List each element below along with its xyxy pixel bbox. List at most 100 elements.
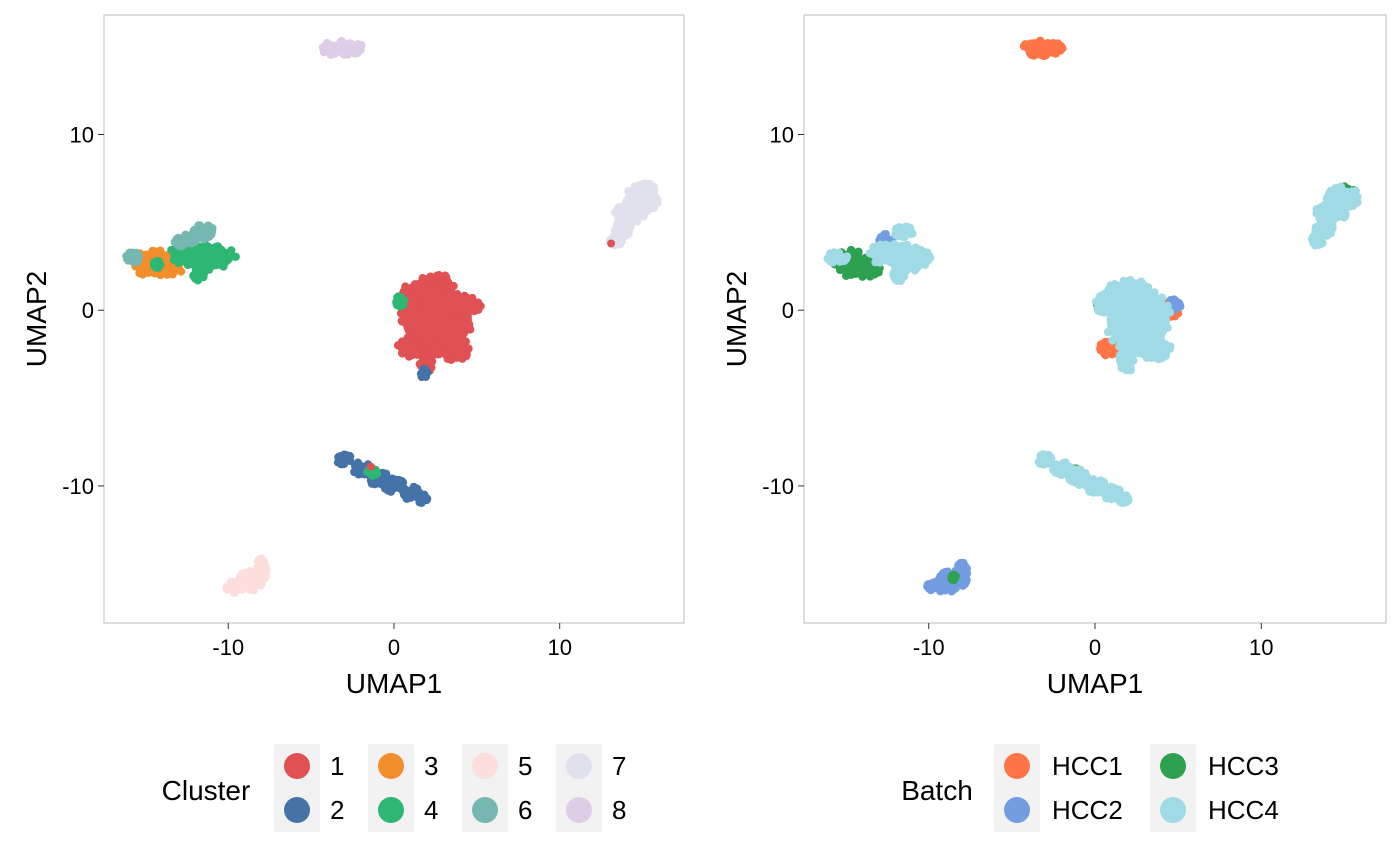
batch-data-point bbox=[1114, 495, 1123, 504]
batch-data-point bbox=[1312, 205, 1321, 214]
batch-data-point bbox=[1121, 278, 1130, 288]
cluster-series-8 bbox=[318, 36, 366, 60]
cluster-data-point bbox=[607, 239, 616, 248]
batch-legend-swatch bbox=[1160, 797, 1186, 823]
batch-data-point bbox=[1099, 339, 1108, 348]
cluster-data-point bbox=[195, 221, 205, 230]
cluster-data-point bbox=[426, 357, 435, 367]
cluster-x-tick-label: 10 bbox=[547, 635, 571, 660]
cluster-data-point bbox=[460, 291, 469, 301]
batch-data-point bbox=[949, 583, 959, 592]
cluster-data-point bbox=[238, 581, 247, 590]
batch-data-point bbox=[1161, 322, 1171, 331]
cluster-data-point bbox=[191, 265, 201, 275]
cluster-data-point bbox=[167, 245, 176, 255]
batch-data-point bbox=[923, 248, 932, 258]
batch-legend-items: HCC1 HCC2 HCC3 HCC4 bbox=[994, 744, 1279, 832]
cluster-data-point bbox=[227, 246, 236, 255]
batch-data-point bbox=[876, 240, 885, 250]
batch-data-point bbox=[1126, 366, 1135, 375]
cluster-data-point bbox=[432, 307, 441, 316]
batch-x-axis-label: UMAP1 bbox=[1047, 668, 1143, 699]
batch-data-point bbox=[1064, 472, 1074, 482]
batch-data-point bbox=[881, 229, 890, 239]
cluster-legend-title: Cluster bbox=[162, 775, 251, 806]
cluster-data-point bbox=[461, 351, 471, 361]
cluster-data-point bbox=[203, 242, 213, 251]
batch-data-point bbox=[1139, 350, 1148, 359]
batch-data-point bbox=[893, 275, 902, 284]
cluster-series-5 bbox=[222, 554, 271, 597]
batch-y-tick-label: 0 bbox=[782, 298, 794, 323]
cluster-legend-label: 8 bbox=[612, 795, 626, 825]
cluster-data-point bbox=[156, 270, 165, 280]
cluster-data-point bbox=[168, 270, 177, 279]
batch-data-point bbox=[937, 581, 946, 590]
cluster-data-point bbox=[341, 451, 351, 460]
cluster-legend-label: 6 bbox=[518, 795, 532, 825]
batch-data-point bbox=[895, 243, 905, 253]
cluster-points-layer bbox=[122, 36, 662, 597]
cluster-data-point bbox=[401, 485, 410, 494]
batch-data-point bbox=[1110, 306, 1119, 315]
cluster-series-7 bbox=[606, 179, 662, 250]
cluster-data-point bbox=[473, 304, 482, 313]
cluster-data-point bbox=[191, 274, 200, 283]
batch-data-point bbox=[1165, 344, 1174, 354]
batch-data-point bbox=[1158, 308, 1168, 318]
batch-data-point bbox=[1115, 356, 1125, 365]
cluster-data-point bbox=[393, 341, 403, 350]
batch-data-point bbox=[1322, 194, 1332, 203]
cluster-data-point bbox=[612, 230, 621, 239]
cluster-plot-frame bbox=[103, 14, 685, 624]
cluster-data-point bbox=[448, 293, 457, 302]
cluster-y-tick-label: -10 bbox=[62, 474, 94, 499]
cluster-data-point bbox=[339, 50, 348, 59]
batch-data-point bbox=[1021, 40, 1030, 49]
batch-data-point bbox=[1031, 39, 1040, 48]
cluster-data-point bbox=[454, 312, 463, 321]
cluster-data-point bbox=[130, 258, 140, 267]
cluster-data-point bbox=[356, 42, 365, 51]
cluster-y-axis-label: UMAP2 bbox=[21, 271, 52, 367]
cluster-legend-swatch bbox=[472, 797, 498, 823]
cluster-data-point bbox=[639, 180, 648, 190]
cluster-data-point bbox=[431, 284, 441, 293]
batch-data-point bbox=[1121, 497, 1130, 507]
cluster-data-point bbox=[612, 210, 622, 219]
cluster-data-point bbox=[441, 273, 451, 282]
batch-data-point bbox=[1133, 280, 1143, 290]
cluster-data-point bbox=[254, 561, 263, 570]
cluster-data-point bbox=[624, 186, 633, 196]
cluster-data-point bbox=[330, 49, 340, 58]
cluster-legend-swatch bbox=[284, 797, 310, 823]
batch-data-point bbox=[1076, 465, 1085, 475]
batch-legend-swatch bbox=[1160, 753, 1186, 779]
batch-data-point bbox=[1111, 332, 1121, 341]
cluster-x-tick-label: 0 bbox=[388, 635, 400, 660]
cluster-data-point bbox=[170, 237, 180, 247]
batch-legend-swatch bbox=[1004, 753, 1030, 779]
cluster-data-point bbox=[141, 254, 151, 264]
cluster-legend-label: 1 bbox=[330, 751, 344, 781]
batch-legend-label: HCC1 bbox=[1052, 751, 1123, 781]
cluster-data-point bbox=[423, 344, 432, 353]
cluster-data-point bbox=[190, 237, 199, 246]
cluster-data-point bbox=[419, 364, 428, 374]
cluster-data-point bbox=[461, 337, 470, 346]
cluster-data-point bbox=[219, 260, 228, 269]
batch-data-point bbox=[1141, 340, 1150, 349]
batch-data-point bbox=[1050, 48, 1060, 58]
batch-data-point bbox=[850, 268, 859, 277]
batch-y-axis-label: UMAP2 bbox=[721, 271, 752, 367]
cluster-data-point bbox=[351, 461, 360, 471]
batch-data-point bbox=[1107, 323, 1116, 332]
cluster-data-point bbox=[652, 197, 661, 207]
cluster-data-point bbox=[341, 43, 351, 52]
batch-data-point bbox=[1141, 283, 1150, 292]
batch-data-point bbox=[1339, 213, 1349, 222]
batch-data-point bbox=[1169, 295, 1179, 304]
batch-axes: -10 0 10 -10 0 10 bbox=[762, 122, 1273, 660]
cluster-data-point bbox=[176, 267, 186, 276]
